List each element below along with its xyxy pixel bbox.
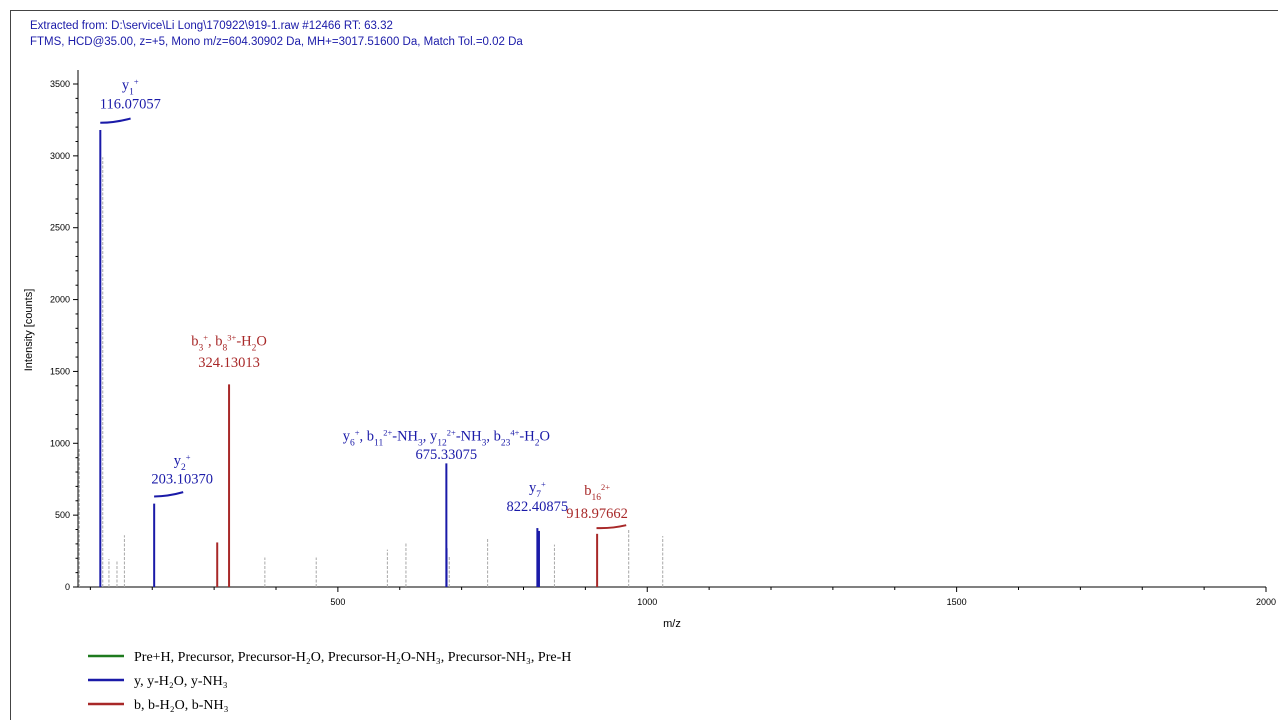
legend-entry: Pre+H, Precursor, Precursor-H₂O, Precurs… (134, 650, 571, 665)
y-tick-label: 3000 (50, 151, 70, 161)
header-line-1: Extracted from: D:\service\Li Long\17092… (30, 20, 393, 32)
spectrum-header: Extracted from: D:\service\Li Long\17092… (30, 18, 523, 50)
legend-entry: b, b-H₂O, b-NH₃ (134, 698, 229, 713)
x-tick-label: 500 (330, 597, 345, 607)
annotation-label: y7+ (529, 479, 546, 500)
annotation-mass: 116.07057 (100, 96, 161, 112)
annotation-label: b3+, b83+-H2O (191, 333, 267, 354)
annotation-label: y1+ (122, 77, 139, 98)
x-tick-label: 2000 (1256, 597, 1276, 607)
x-tick-label: 1500 (947, 597, 967, 607)
x-tick-label: 1000 (637, 597, 657, 607)
annotation-label: b162+ (584, 482, 610, 503)
annotation-marker (596, 524, 627, 530)
y-tick-label: 3500 (50, 79, 70, 89)
annotation-marker (154, 491, 184, 498)
y-tick-label: 0 (65, 582, 70, 592)
annotation-label: y2+ (174, 452, 191, 473)
y-tick-label: 1000 (50, 438, 70, 448)
annotation-mass: 675.33075 (416, 447, 478, 463)
annotation-mass: 324.13013 (198, 355, 260, 371)
y-tick-label: 1500 (50, 366, 70, 376)
y-tick-label: 2500 (50, 223, 70, 233)
chart-frame (10, 10, 1278, 720)
y-tick-label: 500 (55, 510, 70, 520)
y-tick-label: 2000 (50, 295, 70, 305)
header-line-2: FTMS, HCD@35.00, z=+5, Mono m/z=604.3090… (30, 36, 523, 48)
annotation-marker (100, 117, 131, 124)
x-axis-label: m/z (663, 618, 681, 630)
annotation-mass: 822.40875 (507, 499, 569, 515)
legend-entry: y, y-H₂O, y-NH₃ (134, 674, 228, 689)
y-axis-label: Intensity [counts] (23, 289, 35, 372)
annotation-mass: 918.97662 (566, 506, 628, 522)
annotation-label: y6+, b112+-NH3, y122+-NH3, b234+-H2O (343, 427, 550, 448)
annotation-mass: 203.10370 (151, 472, 213, 488)
